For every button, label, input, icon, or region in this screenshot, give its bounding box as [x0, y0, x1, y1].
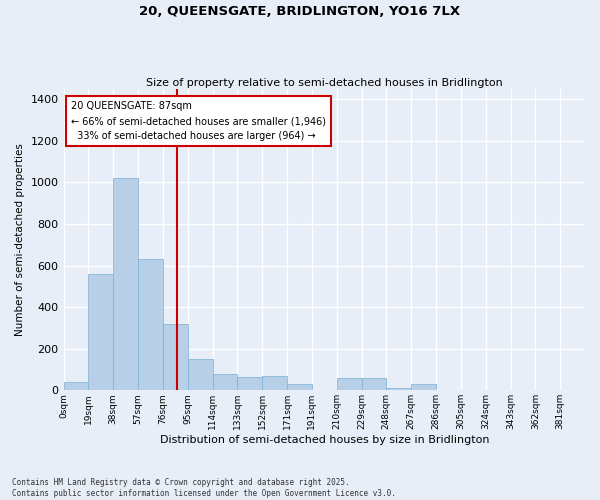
Bar — [287, 384, 312, 390]
Bar — [188, 359, 212, 390]
Text: Contains HM Land Registry data © Crown copyright and database right 2025.
Contai: Contains HM Land Registry data © Crown c… — [12, 478, 396, 498]
Bar — [88, 274, 113, 390]
Title: Size of property relative to semi-detached houses in Bridlington: Size of property relative to semi-detach… — [146, 78, 503, 88]
Bar — [262, 376, 287, 390]
Text: 20, QUEENSGATE, BRIDLINGTON, YO16 7LX: 20, QUEENSGATE, BRIDLINGTON, YO16 7LX — [139, 5, 461, 18]
Y-axis label: Number of semi-detached properties: Number of semi-detached properties — [15, 143, 25, 336]
Bar — [212, 374, 238, 390]
X-axis label: Distribution of semi-detached houses by size in Bridlington: Distribution of semi-detached houses by … — [160, 435, 489, 445]
Bar — [238, 377, 262, 390]
Bar — [64, 382, 88, 390]
Text: 20 QUEENSGATE: 87sqm
← 66% of semi-detached houses are smaller (1,946)
  33% of : 20 QUEENSGATE: 87sqm ← 66% of semi-detac… — [71, 102, 326, 141]
Bar — [113, 178, 138, 390]
Bar — [163, 324, 188, 390]
Bar — [362, 378, 386, 390]
Bar — [337, 378, 362, 390]
Bar — [138, 260, 163, 390]
Bar — [411, 384, 436, 390]
Bar — [386, 388, 411, 390]
